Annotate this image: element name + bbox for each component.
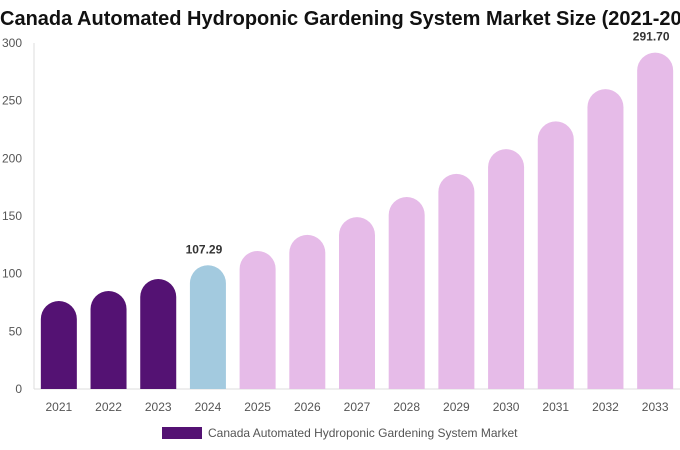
x-tick-label: 2026 bbox=[294, 400, 321, 414]
y-tick-label: 100 bbox=[2, 267, 22, 281]
x-tick-label: 2027 bbox=[344, 400, 371, 414]
x-tick-label: 2028 bbox=[393, 400, 420, 414]
y-tick-label: 300 bbox=[2, 36, 22, 50]
legend: Canada Automated Hydroponic Gardening Sy… bbox=[162, 426, 518, 440]
x-tick-label: 2031 bbox=[542, 400, 569, 414]
data-label: 291.70 bbox=[633, 30, 670, 44]
bar-2021 bbox=[40, 301, 77, 389]
y-tick-label: 150 bbox=[2, 209, 22, 223]
x-tick-label: 2022 bbox=[95, 400, 122, 414]
bar-2028 bbox=[388, 196, 425, 389]
bar-2025 bbox=[239, 250, 276, 389]
bar-2026 bbox=[289, 234, 326, 389]
bar-2032 bbox=[587, 89, 624, 389]
y-tick-label: 0 bbox=[15, 382, 22, 396]
y-tick-label: 50 bbox=[9, 324, 23, 338]
bar-2022 bbox=[90, 290, 127, 389]
x-tick-label: 2023 bbox=[145, 400, 172, 414]
bar-2027 bbox=[339, 217, 375, 389]
x-tick-label: 2024 bbox=[195, 400, 222, 414]
x-tick-label: 2021 bbox=[45, 400, 72, 414]
chart-title: Canada Automated Hydroponic Gardening Sy… bbox=[0, 8, 680, 30]
bar-2031 bbox=[537, 121, 574, 389]
data-label: 107.29 bbox=[186, 242, 223, 256]
bar-2029 bbox=[438, 173, 475, 389]
y-tick-label: 250 bbox=[2, 94, 22, 108]
bar-2024 bbox=[189, 265, 226, 389]
legend-label: Canada Automated Hydroponic Gardening Sy… bbox=[208, 426, 518, 440]
x-tick-label: 2033 bbox=[642, 400, 669, 414]
legend-swatch bbox=[162, 427, 202, 439]
bar-2023 bbox=[140, 278, 177, 389]
x-tick-label: 2030 bbox=[493, 400, 520, 414]
bar-2030 bbox=[488, 149, 525, 389]
x-tick-label: 2032 bbox=[592, 400, 619, 414]
bar-2033 bbox=[637, 52, 674, 390]
y-tick-label: 200 bbox=[2, 151, 22, 165]
x-tick-label: 2025 bbox=[244, 400, 271, 414]
x-tick-label: 2029 bbox=[443, 400, 470, 414]
